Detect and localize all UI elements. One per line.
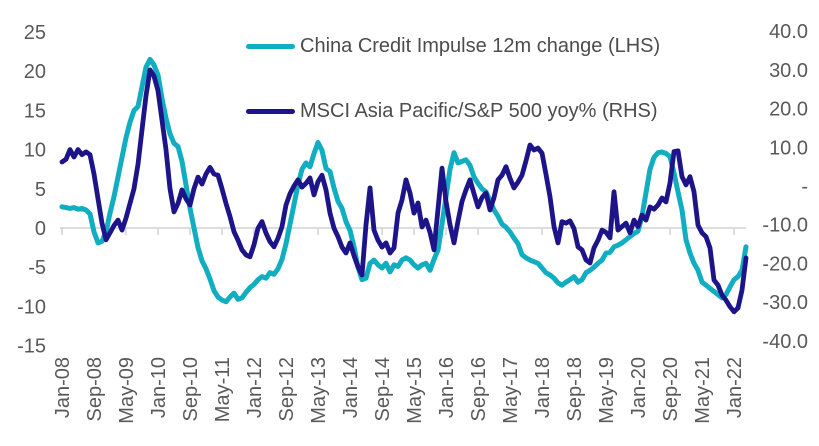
right-axis-label: 40.0 <box>769 21 808 43</box>
legend-swatch-navy-line <box>246 108 295 114</box>
right-axis-label: -30.0 <box>762 292 808 314</box>
left-axis-label: 15 <box>24 100 46 122</box>
x-axis-label: Sep-16 <box>468 357 490 422</box>
x-axis-label: May-13 <box>308 357 330 424</box>
x-axis-label: May-15 <box>404 357 426 424</box>
x-axis-label: May-11 <box>212 357 234 422</box>
x-axis-label: Jan-10 <box>148 357 170 418</box>
x-axis-label: Sep-12 <box>276 357 298 422</box>
right-axis-label: -10.0 <box>762 215 808 237</box>
left-axis-label: 10 <box>24 140 46 162</box>
left-axis-label: 25 <box>24 22 46 44</box>
legend-swatch-teal-line <box>246 43 295 49</box>
x-axis-label: Sep-08 <box>84 357 106 422</box>
china-credit-impulse-line <box>59 56 749 305</box>
right-axis-label: - <box>801 176 808 198</box>
x-axis-label: Sep-18 <box>564 357 586 422</box>
left-axis-label: 20 <box>24 61 46 83</box>
x-axis-label: Sep-20 <box>660 357 682 422</box>
left-axis-label: 0 <box>35 218 46 240</box>
x-axis-label: Jan-18 <box>532 357 554 418</box>
legend-label-china-credit-impulse: China Credit Impulse 12m change (LHS) <box>300 35 661 57</box>
left-axis-label: -5 <box>28 257 46 279</box>
left-axis-label: -15 <box>17 336 46 358</box>
legend-item-china-credit-impulse: China Credit Impulse 12m change (LHS) <box>246 34 660 58</box>
grid-layer <box>60 227 746 235</box>
x-axis-label: May-09 <box>116 357 138 424</box>
right-axis-label: -40.0 <box>762 331 808 353</box>
plot-area <box>59 56 749 315</box>
x-axis-label: Jan-16 <box>436 357 458 418</box>
x-axis-label: Jan-14 <box>340 357 362 418</box>
x-axis-label: Jan-08 <box>52 357 74 418</box>
x-axis-label: Jan-20 <box>628 357 650 418</box>
x-axis-label: Sep-10 <box>180 357 202 422</box>
msci-ratio-line <box>59 67 749 315</box>
x-axis-label: May-19 <box>596 357 618 424</box>
right-axis-label: -20.0 <box>762 253 808 275</box>
right-axis-label: 10.0 <box>769 137 808 159</box>
right-axis-label: 20.0 <box>769 99 808 121</box>
legend-label-msci-ratio: MSCI Asia Pacific/S&P 500 yoy% (RHS) <box>300 100 658 122</box>
axis-labels-layer: Jan-08 Sep-08 May-09 Jan-10 Sep-10 May-11 Jan-… <box>17 21 808 424</box>
left-axis-label: -10 <box>17 296 46 318</box>
right-axis-label: 30.0 <box>769 60 808 82</box>
x-axis-label: Jan-12 <box>244 357 266 418</box>
x-axis-label: May-17 <box>500 357 522 424</box>
legend-item-msci-ratio: MSCI Asia Pacific/S&P 500 yoy% (RHS) <box>246 99 658 123</box>
left-axis-label: 5 <box>35 179 46 201</box>
x-axis-label: Jan-22 <box>724 357 746 418</box>
x-axis-label: May-21 <box>692 357 714 424</box>
x-axis-label: Sep-14 <box>372 357 394 422</box>
